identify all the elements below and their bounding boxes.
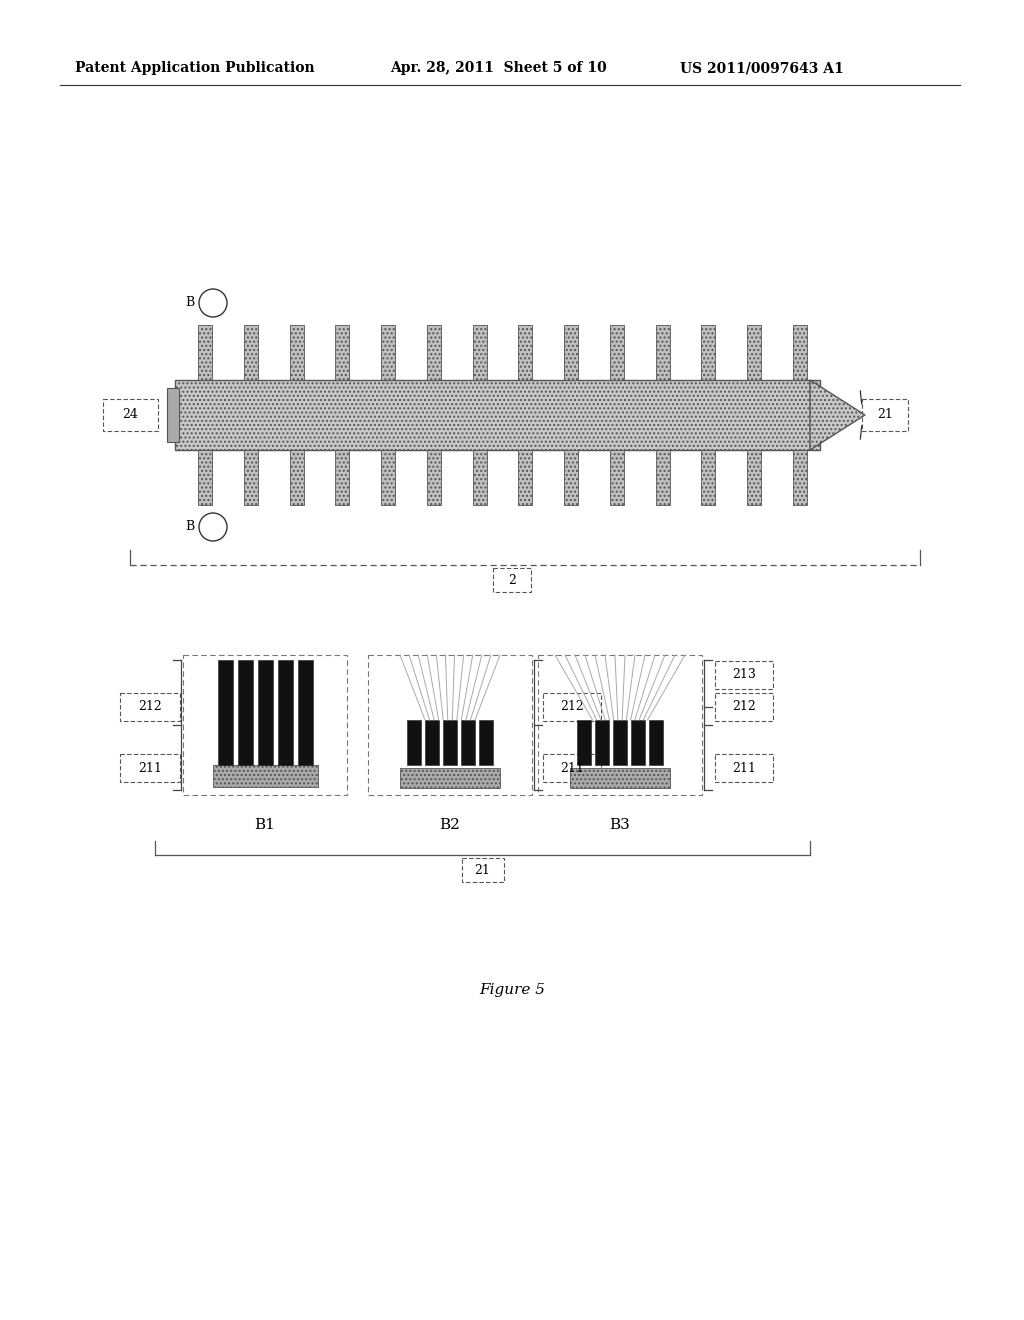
Polygon shape xyxy=(810,380,865,450)
Bar xyxy=(244,325,258,380)
FancyBboxPatch shape xyxy=(715,754,773,781)
Bar xyxy=(748,325,761,380)
FancyBboxPatch shape xyxy=(183,655,347,795)
Bar xyxy=(793,450,807,506)
Bar xyxy=(244,450,258,506)
Bar xyxy=(175,380,820,450)
Bar xyxy=(298,660,312,766)
Bar xyxy=(238,660,253,766)
Text: Patent Application Publication: Patent Application Publication xyxy=(75,61,314,75)
Bar xyxy=(381,325,395,380)
Bar xyxy=(257,660,272,766)
Bar xyxy=(381,450,395,506)
Bar xyxy=(748,450,761,506)
Text: B: B xyxy=(185,297,195,309)
Text: 212: 212 xyxy=(560,701,584,714)
Text: 212: 212 xyxy=(138,701,162,714)
FancyBboxPatch shape xyxy=(543,754,601,781)
Bar xyxy=(631,719,645,766)
Bar xyxy=(564,450,579,506)
Bar xyxy=(213,766,317,787)
FancyBboxPatch shape xyxy=(102,399,158,432)
Text: Apr. 28, 2011  Sheet 5 of 10: Apr. 28, 2011 Sheet 5 of 10 xyxy=(390,61,607,75)
FancyBboxPatch shape xyxy=(862,399,908,432)
Bar xyxy=(473,450,486,506)
FancyBboxPatch shape xyxy=(493,568,531,591)
Bar xyxy=(400,768,500,788)
Bar xyxy=(198,325,212,380)
Bar xyxy=(655,325,670,380)
Bar xyxy=(473,325,486,380)
Bar xyxy=(198,450,212,506)
Bar xyxy=(610,325,624,380)
Bar xyxy=(701,325,716,380)
Bar xyxy=(461,719,475,766)
Bar xyxy=(479,719,493,766)
Text: US 2011/0097643 A1: US 2011/0097643 A1 xyxy=(680,61,844,75)
Bar xyxy=(577,719,591,766)
Bar xyxy=(570,768,670,788)
FancyBboxPatch shape xyxy=(120,754,180,781)
Bar xyxy=(649,719,663,766)
Text: B2: B2 xyxy=(439,818,461,832)
Text: 211: 211 xyxy=(138,762,162,775)
Text: B1: B1 xyxy=(255,818,275,832)
FancyBboxPatch shape xyxy=(368,655,532,795)
Text: Figure 5: Figure 5 xyxy=(479,983,545,997)
Circle shape xyxy=(199,289,227,317)
Bar xyxy=(217,660,232,766)
Bar xyxy=(793,325,807,380)
Circle shape xyxy=(199,513,227,541)
Bar xyxy=(427,325,441,380)
Bar xyxy=(278,660,293,766)
Text: 213: 213 xyxy=(732,668,756,681)
FancyBboxPatch shape xyxy=(543,693,601,721)
FancyBboxPatch shape xyxy=(715,693,773,721)
Text: B3: B3 xyxy=(609,818,631,832)
Bar xyxy=(167,388,179,442)
Bar xyxy=(443,719,457,766)
Text: 2: 2 xyxy=(508,573,516,586)
Bar xyxy=(613,719,627,766)
FancyBboxPatch shape xyxy=(715,661,773,689)
Text: B: B xyxy=(185,520,195,533)
FancyBboxPatch shape xyxy=(120,693,180,721)
Bar xyxy=(610,450,624,506)
FancyBboxPatch shape xyxy=(462,858,504,882)
Bar xyxy=(335,450,349,506)
Bar xyxy=(564,325,579,380)
Bar xyxy=(407,719,421,766)
Bar xyxy=(290,450,303,506)
Text: 212: 212 xyxy=(732,701,756,714)
Bar xyxy=(595,719,609,766)
Bar xyxy=(518,450,532,506)
Bar xyxy=(701,450,716,506)
Bar xyxy=(335,325,349,380)
Text: 21: 21 xyxy=(474,863,490,876)
Bar xyxy=(425,719,439,766)
Text: 21: 21 xyxy=(878,408,893,421)
Bar xyxy=(518,325,532,380)
Bar xyxy=(290,325,303,380)
Text: 211: 211 xyxy=(732,762,756,775)
Text: 24: 24 xyxy=(122,408,138,421)
FancyBboxPatch shape xyxy=(538,655,702,795)
Text: 211: 211 xyxy=(560,762,584,775)
Bar xyxy=(427,450,441,506)
Bar xyxy=(655,450,670,506)
